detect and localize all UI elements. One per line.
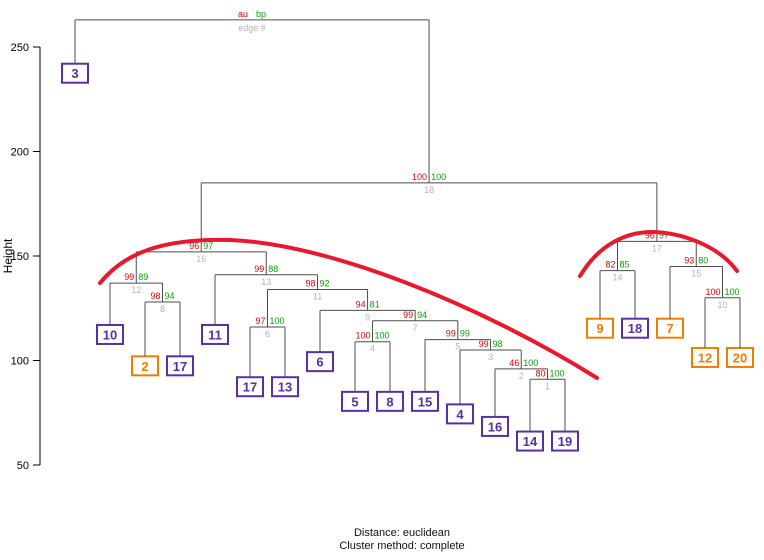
edge-number: 14 (612, 273, 622, 283)
bp-value: 100 (270, 316, 285, 326)
edge-number: 12 (131, 285, 141, 295)
caption-distance: Distance: euclidean (353, 526, 450, 539)
bp-value: 81 (370, 299, 380, 309)
au-value: 100 (355, 331, 370, 341)
bp-value: 100 (523, 358, 538, 368)
bp-value: 100 (431, 172, 446, 182)
bp-value: 100 (725, 287, 740, 297)
edge-number: 7 (413, 323, 418, 333)
au-value: 46 (509, 358, 519, 368)
leaf-label: 4 (456, 407, 464, 422)
leaf-label: 20 (733, 350, 747, 365)
bp-value: 92 (320, 278, 330, 288)
leaf-label: 6 (316, 355, 323, 370)
edge-number: 6 (265, 329, 270, 339)
bp-value: 97 (203, 241, 213, 251)
red-pen-annotation (578, 229, 739, 278)
au-value: 98 (306, 278, 316, 288)
leaf-label: 18 (628, 321, 642, 336)
leaf-label: 10 (103, 327, 117, 342)
leaf-label: 11 (208, 327, 222, 342)
au-value: 96 (189, 241, 199, 251)
leaf-label: 13 (278, 380, 292, 395)
bp-value: 97 (659, 230, 669, 240)
leaf-label: 16 (488, 419, 502, 434)
legend-edge: edge # (238, 23, 266, 33)
y-tick-label: 250 (11, 42, 29, 54)
bp-value: 80 (698, 255, 708, 265)
bp-value: 98 (493, 339, 503, 349)
y-tick-label: 150 (11, 251, 29, 263)
au-value: 80 (535, 368, 545, 378)
bp-value: 94 (417, 310, 427, 320)
edge-number: 3 (488, 352, 493, 362)
au-value: 82 (605, 260, 615, 270)
plot-caption: Distance: euclidean Cluster method: comp… (40, 527, 764, 555)
bp-value: 100 (550, 368, 565, 378)
edge-number: 9 (365, 312, 370, 322)
edge-number: 8 (160, 304, 165, 314)
bp-value: 94 (165, 291, 175, 301)
leaf-label: 9 (596, 321, 603, 336)
au-value: 100 (412, 172, 427, 182)
leaf-label: 17 (243, 380, 257, 395)
bp-value: 89 (138, 272, 148, 282)
edge-number: 13 (261, 277, 271, 287)
leaf-label: 17 (173, 359, 187, 374)
au-value: 98 (150, 291, 160, 301)
bp-value: 100 (375, 331, 390, 341)
leaf-label: 15 (418, 394, 432, 409)
leaf-label: 3 (71, 66, 78, 81)
y-tick-label: 200 (11, 147, 29, 159)
au-value: 94 (356, 299, 366, 309)
au-value: 96 (645, 230, 655, 240)
edge-number: 16 (196, 254, 206, 264)
red-pen-annotation (98, 237, 599, 380)
bp-value: 99 (460, 329, 470, 339)
au-value: 97 (255, 316, 265, 326)
edge-number: 18 (424, 185, 434, 195)
y-tick-label: 50 (17, 460, 29, 472)
edge-number: 11 (313, 291, 322, 301)
bp-value: 88 (268, 264, 278, 274)
edge-number: 17 (652, 243, 662, 253)
edge-number: 15 (691, 268, 701, 278)
legend-bp: bp (256, 9, 266, 19)
leaf-label: 7 (666, 321, 673, 336)
au-value: 99 (446, 329, 456, 339)
leaf-label: 19 (558, 434, 572, 449)
caption-method: Cluster method: complete (339, 540, 465, 553)
au-value: 99 (254, 264, 264, 274)
leaf-label: 2 (141, 359, 148, 374)
au-value: 100 (705, 287, 720, 297)
edge-number: 4 (370, 344, 375, 354)
edge-number: 5 (455, 342, 460, 352)
leaf-label: 8 (386, 394, 393, 409)
edge-number: 10 (717, 300, 727, 310)
au-value: 99 (124, 272, 134, 282)
edge-number: 2 (519, 371, 524, 381)
y-tick-label: 100 (11, 356, 29, 368)
leaf-label: 12 (698, 350, 712, 365)
au-value: 99 (479, 339, 489, 349)
y-axis-title: Height (1, 238, 15, 273)
leaf-label: 5 (351, 394, 358, 409)
bp-value: 85 (620, 260, 630, 270)
edge-number: 1 (545, 381, 550, 391)
leaf-label: 14 (523, 434, 538, 449)
legend-au: au (238, 9, 248, 19)
au-value: 93 (684, 255, 694, 265)
au-value: 99 (403, 310, 413, 320)
